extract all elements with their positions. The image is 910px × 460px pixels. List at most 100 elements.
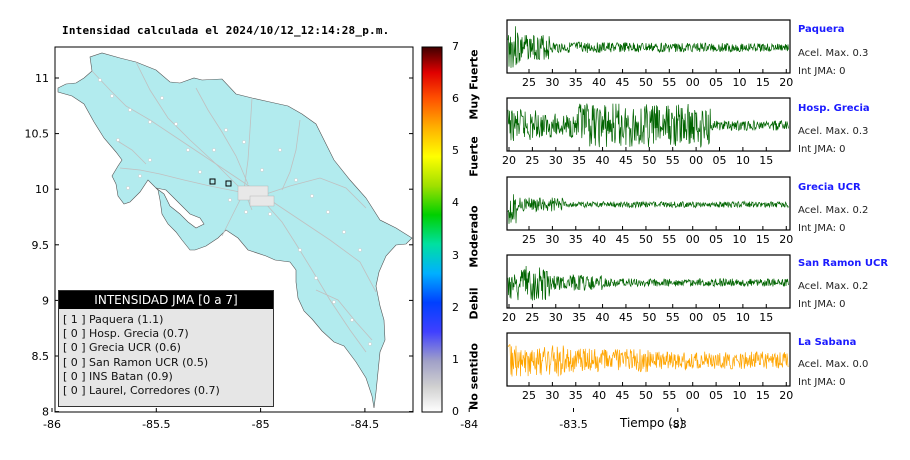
seismogram-tick-label: 45 — [619, 154, 633, 167]
seismogram-tick-label: 25 — [525, 311, 539, 324]
seismogram-trace — [507, 194, 789, 224]
seismogram-tick-label: 05 — [712, 154, 726, 167]
seismogram-tick-label: 15 — [756, 76, 770, 89]
legend-station: San Ramon UCR (0.5) — [89, 355, 209, 369]
seismogram-tick-label: 25 — [522, 76, 536, 89]
costa-rica-land — [57, 52, 413, 409]
map-x-axis: -86 -85.5 -85 -84.5 -84 -83.5 -83 — [43, 408, 687, 431]
seismogram-tick-label: 50 — [642, 154, 656, 167]
seismogram-tick-label: 50 — [642, 311, 656, 324]
seismogram-trace — [507, 103, 789, 148]
seismogram-tick-label: 00 — [686, 233, 700, 246]
town-dot — [314, 276, 318, 280]
seismogram-panel: 20 25 30 35 40 45 50 55 00 05 10 15 — [502, 254, 791, 324]
legend-station: Grecia UCR (0.6) — [89, 341, 181, 355]
legend-item: [ 1 ] Paquera (1.1) — [63, 313, 273, 327]
town-dot — [326, 210, 330, 214]
seismogram-tick-label: 55 — [662, 76, 676, 89]
seismogram-tick-label: 30 — [549, 154, 563, 167]
seismogram-tick-label: 40 — [596, 154, 610, 167]
seismogram-tick-label: 10 — [736, 311, 750, 324]
seismogram-tick-label: 15 — [756, 389, 770, 402]
town-dot — [278, 148, 282, 152]
map-x-tick-label: -84.5 — [351, 418, 379, 431]
colorbar-tick-label: 3 — [452, 248, 459, 262]
colorbar-tick-label: 0 — [452, 405, 459, 418]
town-dot — [294, 178, 298, 182]
seismogram-tick-label: 30 — [545, 76, 559, 89]
station-acel-san-ramon-ucr: Acel. Max. 0.2 — [798, 281, 869, 292]
colorbar-tick-label: 4 — [452, 196, 459, 210]
town-dot — [198, 170, 202, 174]
seismogram-tick-label: 20 — [502, 154, 516, 167]
seismogram-tick-label: 40 — [596, 311, 610, 324]
seismogram-tick-label: 50 — [639, 389, 653, 402]
colorbar-tick-label: 2 — [452, 300, 459, 314]
legend-level: [ 0 ] — [63, 341, 86, 355]
station-int-la-sabana: Int JMA: 0 — [798, 377, 846, 388]
seismogram-tick-label: 40 — [592, 76, 606, 89]
seismogram-tick-label: 40 — [592, 389, 606, 402]
seismogram-trace — [507, 265, 789, 301]
san-jose-urban — [237, 185, 275, 207]
station-name-hosp-grecia: Hosp. Grecia — [798, 103, 870, 114]
town-dot — [128, 108, 132, 112]
seismogram-tick-label: 50 — [639, 233, 653, 246]
seismogram-tick-label: 15 — [759, 154, 773, 167]
nicoya-gulf — [155, 187, 205, 229]
seismogram-trace — [507, 26, 789, 68]
map-x-tick-label: -83 — [669, 418, 687, 431]
seismogram-tick-label: 45 — [616, 389, 630, 402]
town-dot — [242, 140, 246, 144]
seismogram-tick-label: 55 — [662, 233, 676, 246]
seismogram-tick-label: 10 — [732, 233, 746, 246]
town-dot — [174, 122, 178, 126]
seismogram-tick-label: 35 — [572, 311, 586, 324]
seismogram-tick-label: 30 — [545, 233, 559, 246]
seismogram-tick-label: 45 — [616, 76, 630, 89]
seismogram-panel: 25 30 35 40 45 50 55 00 05 10 15 20 — [506, 332, 793, 402]
legend-item: [ 0 ] San Ramon UCR (0.5) — [63, 356, 273, 370]
station-acel-la-sabana: Acel. Max. 0.0 — [798, 359, 869, 370]
seismogram-panel: 25 30 35 40 45 50 55 00 05 10 15 20 — [506, 19, 793, 89]
town-dot — [228, 198, 232, 202]
legend-station: Paquera (1.1) — [89, 313, 164, 326]
station-acel-paquera: Acel. Max. 0.3 — [798, 48, 869, 59]
legend-station: Laurel, Corredores (0.7) — [89, 383, 220, 397]
town-dot — [186, 148, 190, 152]
seismogram-tick-label: 05 — [709, 76, 723, 89]
seismogram-tick-label: 55 — [666, 311, 680, 324]
station-name-la-sabana: La Sabana — [798, 337, 857, 348]
station-acel-hosp-grecia: Acel. Max. 0.3 — [798, 126, 869, 137]
legend-station: Hosp. Grecia (0.7) — [89, 327, 189, 341]
seismogram-tick-label: 05 — [709, 389, 723, 402]
town-dot — [260, 168, 264, 172]
seismogram-tick-label: 05 — [712, 311, 726, 324]
map-y-tick-label: 11 — [35, 72, 49, 85]
town-dot — [126, 186, 130, 190]
seismogram-tick-label: 00 — [689, 154, 703, 167]
map-x-tick-label: -86 — [43, 418, 61, 431]
town-dot — [244, 210, 248, 214]
map-x-tick-label: -85.5 — [142, 418, 170, 431]
seismogram-tick-label: 00 — [689, 311, 703, 324]
legend-item: [ 0 ] Grecia UCR (0.6) — [63, 341, 273, 355]
station-int-hosp-grecia: Int JMA: 0 — [798, 144, 846, 155]
colorbar-tick-label: 1 — [452, 352, 459, 366]
station-name-grecia-ucr: Grecia UCR — [798, 182, 861, 193]
seismogram-tick-label: 40 — [592, 233, 606, 246]
town-dot — [116, 138, 120, 142]
town-dot — [212, 148, 216, 152]
town-dot — [268, 212, 272, 216]
station-dots — [98, 78, 372, 346]
seismogram-tick-label: 50 — [639, 76, 653, 89]
seismogram-tick-label: 15 — [759, 311, 773, 324]
seismogram-x-label: Tiempo (s) — [620, 416, 684, 430]
legend-list: [ 1 ] Paquera (1.1) [ 0 ] Hosp. Grecia (0.… — [59, 309, 273, 398]
map-y-tick-label: 8.5 — [32, 350, 50, 363]
legend-level: [ 0 ] — [63, 327, 86, 341]
seismogram-tick-label: 35 — [569, 233, 583, 246]
map-y-tick-label: 9.5 — [32, 239, 50, 252]
